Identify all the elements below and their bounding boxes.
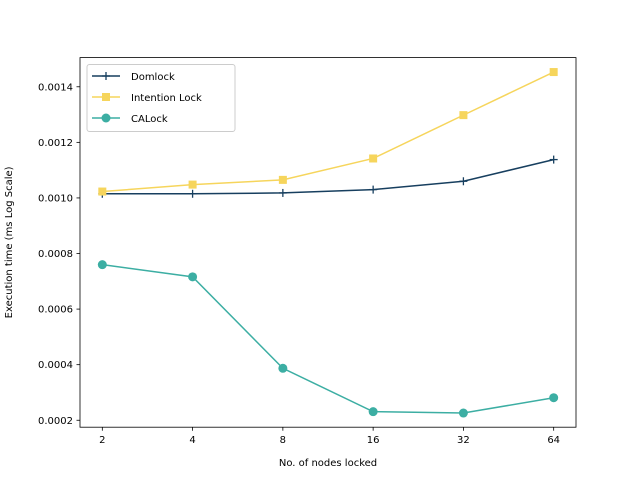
data-point-calock — [458, 408, 468, 418]
data-point-domlock — [188, 189, 197, 198]
data-point-calock — [97, 260, 107, 270]
legend-marker-intention-lock — [102, 93, 110, 101]
data-point-calock — [368, 407, 378, 417]
data-point-calock — [188, 272, 198, 282]
legend-marker-calock — [101, 113, 111, 123]
legend-label-domlock: Domlock — [131, 72, 175, 83]
y-tick-label: 0.0008 — [38, 249, 73, 260]
x-tick-label: 32 — [457, 435, 470, 446]
data-point-intention-lock — [549, 68, 558, 77]
series-line-domlock — [102, 158, 554, 195]
data-point-intention-lock — [369, 154, 378, 163]
legend-marker-domlock — [102, 72, 110, 80]
x-tick-label: 2 — [99, 435, 105, 446]
data-point-calock — [549, 393, 559, 403]
y-tick-label: 0.0014 — [38, 82, 73, 93]
data-point-domlock — [549, 155, 558, 164]
x-tick-label: 16 — [367, 435, 380, 446]
y-tick-label: 0.0002 — [38, 416, 73, 427]
data-point-intention-lock — [459, 111, 468, 120]
data-point-calock — [278, 363, 288, 373]
y-tick-label: 0.0012 — [38, 138, 73, 149]
x-tick-label: 4 — [189, 435, 195, 446]
y-tick-label: 0.0006 — [38, 305, 73, 316]
data-point-domlock — [459, 177, 468, 186]
legend-label-intention-lock: Intention Lock — [131, 93, 202, 104]
series-line-intention-lock — [102, 71, 555, 193]
y-tick-label: 0.0004 — [38, 360, 73, 371]
legend-box — [86, 64, 236, 132]
data-point-domlock — [369, 185, 378, 194]
data-point-intention-lock — [278, 175, 287, 184]
x-axis-label: No. of nodes locked — [279, 458, 377, 469]
legend-label-calock: CALock — [131, 114, 168, 125]
x-tick-label: 64 — [547, 435, 560, 446]
legend: Domlock Intention Lock CALock — [86, 64, 236, 132]
plot-frame — [79, 57, 577, 428]
y-tick-label: 0.0010 — [38, 193, 73, 204]
x-tick-label: 8 — [280, 435, 286, 446]
data-point-intention-lock — [188, 180, 197, 189]
series-line-calock — [102, 263, 554, 414]
data-point-intention-lock — [98, 187, 107, 196]
data-point-domlock — [278, 188, 287, 197]
y-axis-label: Execution time (ms Log Scale) — [4, 166, 15, 318]
